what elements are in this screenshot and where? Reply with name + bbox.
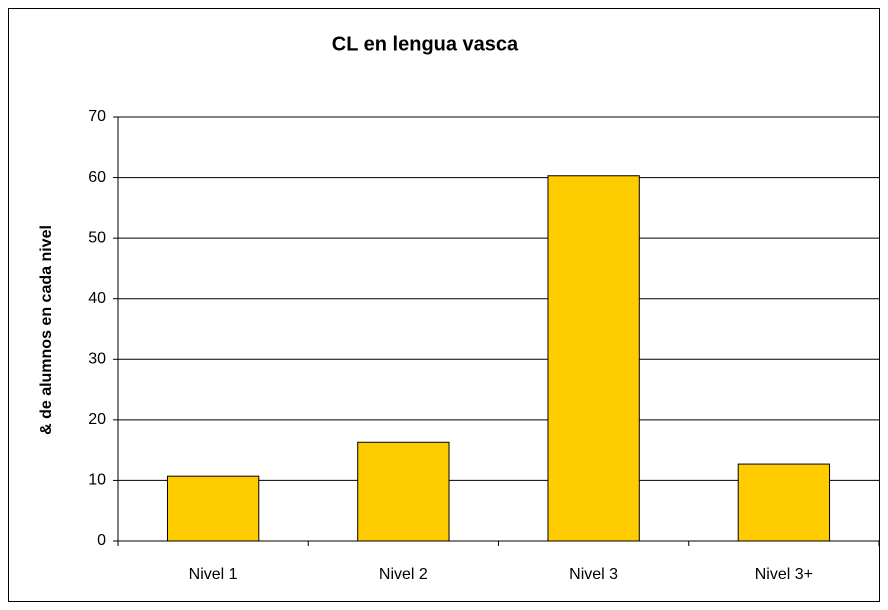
y-tick-label: 60 [88,169,106,186]
y-tick-label: 70 [88,108,106,125]
y-tick-label: 0 [97,532,106,549]
x-tick-label: Nivel 2 [379,566,428,583]
y-tick-label: 30 [88,351,106,368]
bar [357,441,450,542]
chart-title: CL en lengua vasca [332,33,519,55]
bar [547,175,640,542]
y-axis-label: & de alumnos en cada nivel [38,225,55,435]
y-tick-label: 50 [88,229,106,246]
y-tick-label: 20 [88,411,106,428]
x-tick-label: Nivel 3 [569,566,618,583]
bar [166,475,260,542]
bar [737,463,831,542]
y-tick-label: 10 [88,472,106,489]
x-tick-label: Nivel 1 [189,566,238,583]
y-tick-label: 40 [88,290,106,307]
x-tick-label: Nivel 3+ [755,566,813,583]
